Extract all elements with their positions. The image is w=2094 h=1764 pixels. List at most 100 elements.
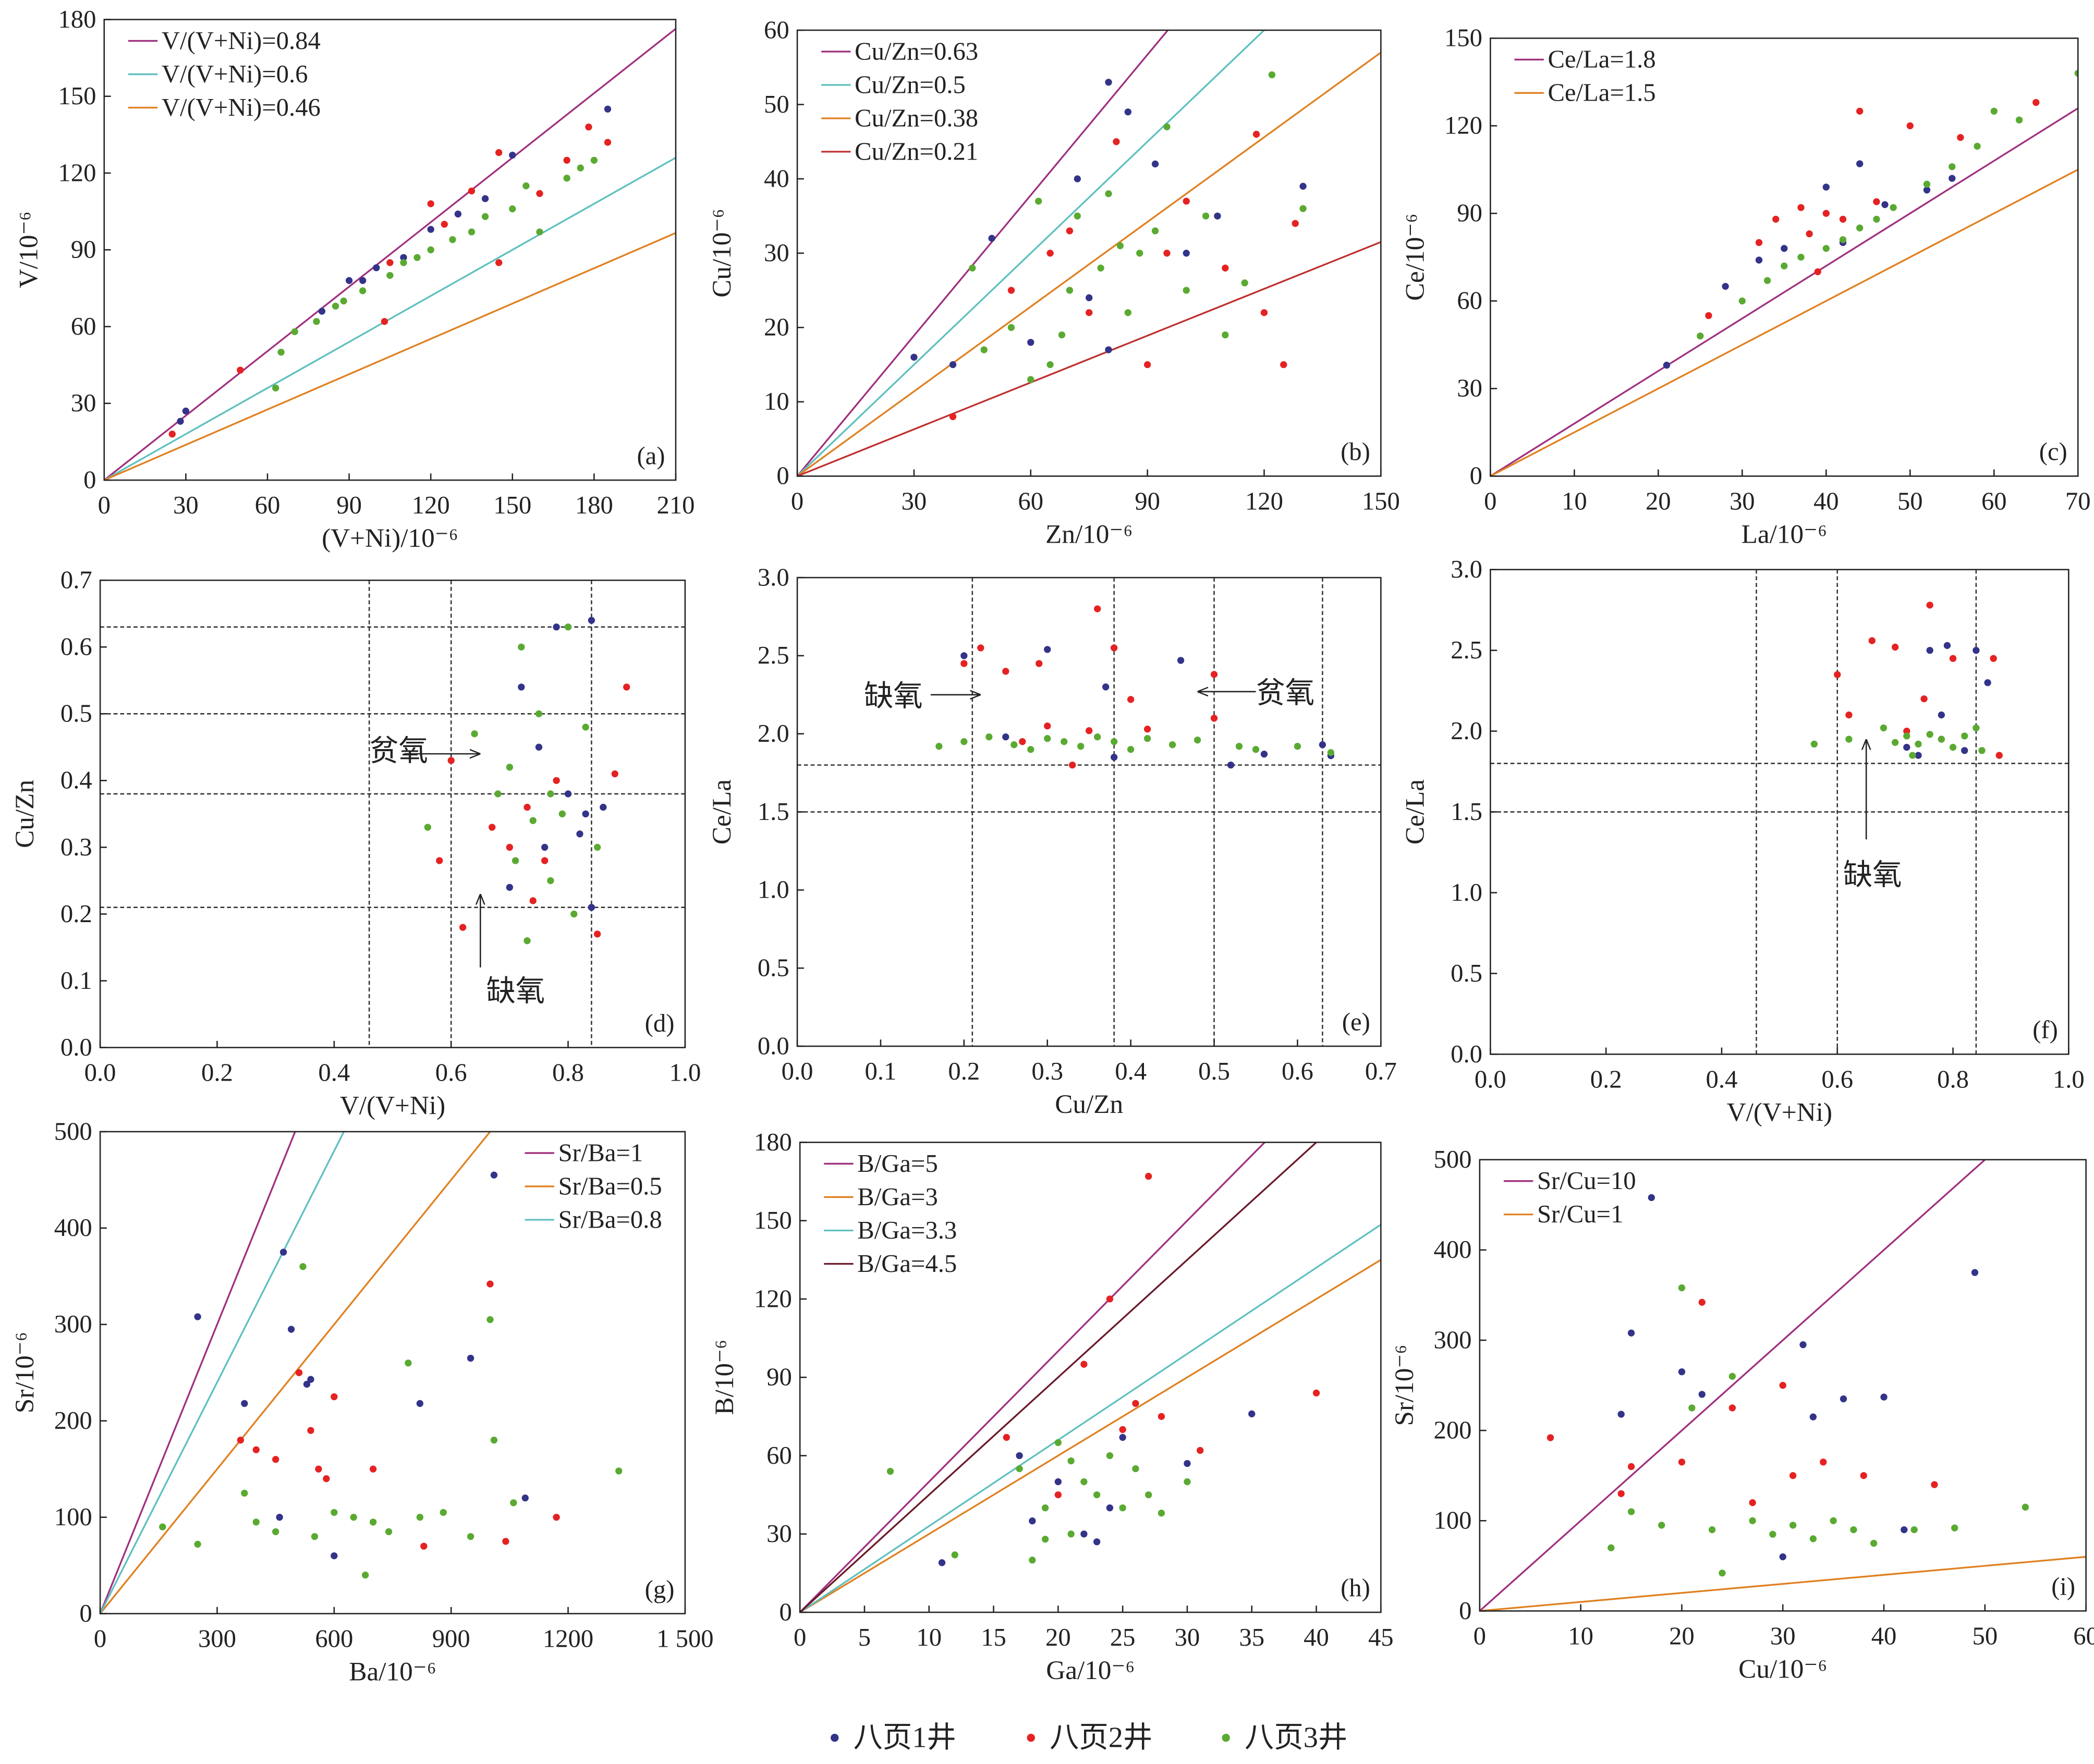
data-point-3: [1697, 332, 1704, 340]
data-point-3: [886, 1467, 894, 1475]
data-point-2: [1705, 312, 1712, 320]
data-point-1: [1943, 642, 1951, 649]
legend-label: Sr/Cu=1: [1537, 1200, 1623, 1228]
data-point-2: [502, 1538, 509, 1545]
data-point-2: [1789, 1472, 1797, 1479]
x-tick-label: 1.0: [2053, 1065, 2085, 1093]
data-point-3: [1058, 331, 1066, 339]
data-point-2: [1113, 138, 1120, 145]
y-tick-label: 1.0: [758, 876, 789, 904]
data-point-3: [1891, 739, 1899, 746]
data-point-3: [1830, 1517, 1837, 1524]
data-point-2: [386, 259, 394, 266]
data-point-3: [1769, 1530, 1776, 1538]
data-point-3: [1850, 1526, 1857, 1534]
data-point-3: [512, 857, 519, 864]
data-point-1: [1926, 646, 1933, 654]
legend-entry: Ce/La=1.8: [1514, 45, 1656, 74]
y-tick-label: 0.7: [60, 566, 92, 594]
data-point-3: [529, 817, 537, 824]
y-tick-label: 40: [764, 164, 789, 192]
y-tick-label: 60: [764, 16, 789, 44]
data-point-2: [1814, 268, 1821, 276]
data-point-3: [1845, 736, 1853, 743]
ratio-line: [800, 1259, 1381, 1612]
data-point-2: [1086, 727, 1093, 734]
data-point-2: [237, 1437, 244, 1444]
data-point-3: [385, 1528, 393, 1536]
data-point-1: [1663, 361, 1671, 369]
data-point-1: [454, 210, 462, 218]
x-tick-label: 210: [656, 491, 695, 519]
data-point-3: [2074, 69, 2078, 77]
data-point-3: [535, 710, 543, 717]
x-tick-label: 10: [916, 1623, 942, 1651]
y-tick-label: 400: [54, 1214, 92, 1242]
data-point-2: [1143, 361, 1151, 369]
ratio-line: [100, 1131, 296, 1614]
data-point-3: [1738, 297, 1746, 305]
y-tick-label: 0.5: [758, 954, 789, 982]
y-axis-label: Ce/La: [1400, 779, 1430, 844]
data-point-1: [1938, 711, 1945, 719]
data-point-3: [1132, 1465, 1139, 1473]
data-point-3: [1749, 1517, 1756, 1524]
legend-entry: Sr/Ba=0.5: [525, 1172, 662, 1200]
data-point-2: [168, 431, 176, 438]
data-point-1: [1984, 679, 1991, 687]
x-tick-label: 0: [1474, 1622, 1486, 1650]
data-point-1: [604, 105, 612, 113]
data-point-3: [1127, 746, 1135, 753]
data-point-3: [1809, 1535, 1817, 1542]
panel-i: 0 10 20 30 40 50 60 0 100 200 300 400 500 Cu/10⁻⁶ Sr/1…: [1390, 1145, 2094, 1684]
data-point-2: [1080, 1361, 1088, 1368]
data-point-2: [553, 777, 560, 785]
y-tick-label: 2.0: [1451, 717, 1482, 745]
data-point-2: [1197, 1447, 1204, 1454]
data-point-3: [1299, 205, 1307, 212]
y-tick-label: 0: [83, 466, 96, 494]
data-point-3: [1158, 1510, 1165, 1517]
plot-area: [104, 28, 676, 481]
y-tick-label: 0.0: [1451, 1040, 1482, 1068]
data-point-3: [467, 1533, 474, 1540]
data-point-1: [553, 623, 560, 631]
data-point-3: [1027, 746, 1034, 753]
data-point-2: [604, 139, 612, 146]
data-point-2: [315, 1465, 322, 1473]
data-point-1: [177, 418, 184, 425]
ratio-line: [800, 1223, 1381, 1612]
plot-area: [1490, 69, 2078, 476]
data-point-1: [1110, 753, 1118, 761]
x-tick-label: 0.5: [1198, 1057, 1230, 1085]
data-point-3: [1688, 1404, 1696, 1412]
data-point-3: [361, 1571, 369, 1579]
data-point-1: [1809, 1413, 1817, 1420]
x-tick-label: 0.8: [1937, 1065, 1969, 1093]
data-point-2: [447, 757, 455, 764]
data-point-2: [1132, 1400, 1139, 1407]
panel-a: 0 30 60 90 120 150 180 210 0 30 60 90 120 150 180 (V+Ni…: [14, 5, 695, 553]
axes-frame: [103, 19, 677, 481]
ratio-line: [104, 28, 676, 481]
data-point-2: [1127, 696, 1135, 703]
legend-label: Ce/La=1.5: [1548, 79, 1655, 107]
data-point-3: [969, 264, 976, 272]
data-point-3: [1035, 198, 1042, 205]
data-point-1: [506, 884, 514, 891]
data-point-3: [1163, 123, 1171, 130]
data-point-1: [1881, 201, 1889, 209]
x-tick-label: 300: [198, 1625, 236, 1653]
data-point-1: [1903, 743, 1910, 751]
data-point-1: [1027, 339, 1034, 346]
ratio-line: [1479, 1555, 2086, 1611]
data-point-3: [413, 254, 421, 261]
y-axis-label: Cu/Zn: [10, 780, 40, 848]
data-point-3: [1077, 743, 1085, 750]
plot-area: [1490, 569, 2069, 1055]
data-point-2: [506, 843, 514, 851]
y-tick-label: 60: [1457, 287, 1482, 315]
x-tick-label: 0.4: [318, 1059, 350, 1087]
series-label: 八页2井: [1050, 1722, 1152, 1754]
